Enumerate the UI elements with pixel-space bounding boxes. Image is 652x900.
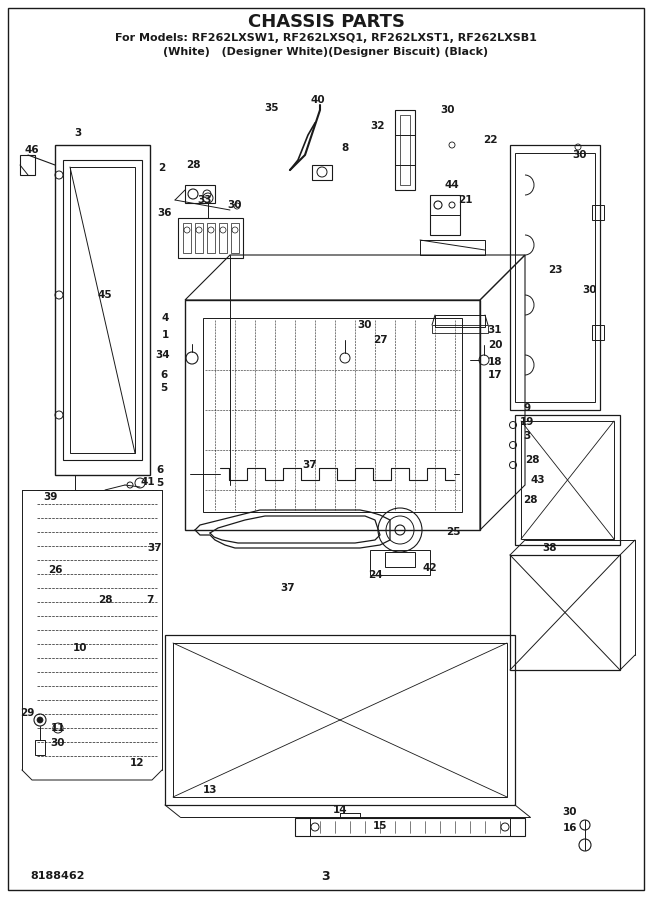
Bar xyxy=(435,315,485,327)
Bar xyxy=(55,145,150,475)
Text: 37: 37 xyxy=(281,583,295,593)
Text: 5: 5 xyxy=(160,383,168,393)
Text: 19: 19 xyxy=(520,417,534,427)
Text: 45: 45 xyxy=(98,290,112,300)
Text: 10: 10 xyxy=(73,643,87,653)
Bar xyxy=(510,555,620,670)
Bar xyxy=(185,300,480,530)
Text: 7: 7 xyxy=(146,595,154,605)
Text: 24: 24 xyxy=(368,570,382,580)
Text: 38: 38 xyxy=(542,543,557,553)
Bar xyxy=(173,643,507,797)
Text: 46: 46 xyxy=(25,145,39,155)
Text: 13: 13 xyxy=(203,785,217,795)
Text: 27: 27 xyxy=(373,335,387,345)
Bar xyxy=(35,740,45,755)
Bar xyxy=(592,205,604,220)
Text: 30: 30 xyxy=(358,320,372,330)
Text: CHASSIS PARTS: CHASSIS PARTS xyxy=(248,13,404,31)
Text: 6: 6 xyxy=(160,370,168,380)
Text: 30: 30 xyxy=(51,738,65,748)
Text: 8188462: 8188462 xyxy=(30,871,85,881)
Bar xyxy=(165,635,515,805)
Text: 26: 26 xyxy=(48,565,62,575)
Bar xyxy=(231,223,239,253)
Text: 41: 41 xyxy=(141,477,155,487)
Bar xyxy=(420,240,485,255)
Text: 25: 25 xyxy=(446,527,460,537)
Text: 30: 30 xyxy=(228,200,243,210)
Bar xyxy=(400,115,410,185)
Text: 30: 30 xyxy=(563,807,577,817)
Text: 3: 3 xyxy=(524,431,531,441)
Bar xyxy=(295,818,525,836)
Text: 40: 40 xyxy=(311,95,325,105)
Bar xyxy=(592,325,604,340)
Text: 36: 36 xyxy=(158,208,172,218)
Text: For Models: RF262LXSW1, RF262LXSQ1, RF262LXST1, RF262LXSB1: For Models: RF262LXSW1, RF262LXSQ1, RF26… xyxy=(115,33,537,43)
Text: 14: 14 xyxy=(333,805,348,815)
Text: 42: 42 xyxy=(422,563,437,573)
Text: 28: 28 xyxy=(186,160,200,170)
Text: 1: 1 xyxy=(162,330,169,340)
Bar xyxy=(521,421,614,539)
Bar xyxy=(510,145,600,410)
Bar xyxy=(20,155,35,175)
Bar xyxy=(370,550,430,575)
Text: 32: 32 xyxy=(371,121,385,131)
Text: 28: 28 xyxy=(98,595,112,605)
Text: 28: 28 xyxy=(523,495,537,505)
Bar xyxy=(183,223,191,253)
Text: 39: 39 xyxy=(43,492,57,502)
Text: 35: 35 xyxy=(265,103,279,113)
Bar xyxy=(63,160,142,460)
Bar xyxy=(432,325,488,333)
Text: 21: 21 xyxy=(458,195,472,205)
Bar xyxy=(207,223,215,253)
Bar xyxy=(203,318,462,512)
Text: 18: 18 xyxy=(488,357,502,367)
Bar xyxy=(430,195,460,235)
Text: 30: 30 xyxy=(441,105,455,115)
Text: (White)   (Designer White)(Designer Biscuit) (Black): (White) (Designer White)(Designer Biscui… xyxy=(164,47,488,57)
Bar xyxy=(219,223,227,253)
Bar xyxy=(395,110,415,190)
Circle shape xyxy=(37,717,43,723)
Text: 2: 2 xyxy=(158,163,166,173)
Text: 34: 34 xyxy=(156,350,170,360)
Bar xyxy=(178,218,243,258)
Text: 20: 20 xyxy=(488,340,502,350)
Text: 16: 16 xyxy=(563,823,577,833)
Text: 12: 12 xyxy=(130,758,144,768)
Bar xyxy=(385,552,415,567)
Text: 3: 3 xyxy=(321,869,331,883)
Text: 5: 5 xyxy=(156,478,164,488)
Text: 22: 22 xyxy=(482,135,497,145)
Text: 37: 37 xyxy=(303,460,318,470)
Bar xyxy=(312,165,332,180)
Text: 33: 33 xyxy=(198,195,213,205)
Text: 37: 37 xyxy=(148,543,162,553)
Text: 43: 43 xyxy=(531,475,545,485)
Text: 29: 29 xyxy=(20,708,34,718)
Text: 31: 31 xyxy=(488,325,502,335)
Bar xyxy=(70,167,135,453)
Bar xyxy=(195,223,203,253)
Text: 28: 28 xyxy=(525,455,539,465)
Bar xyxy=(185,185,215,203)
Text: 11: 11 xyxy=(51,723,65,733)
Text: 30: 30 xyxy=(572,150,587,160)
Text: 3: 3 xyxy=(74,128,82,138)
Text: 15: 15 xyxy=(373,821,387,831)
Text: 17: 17 xyxy=(488,370,502,380)
Bar xyxy=(515,415,620,545)
Text: 8: 8 xyxy=(342,143,349,153)
Text: 23: 23 xyxy=(548,265,562,275)
Text: 9: 9 xyxy=(524,403,531,413)
Text: 4: 4 xyxy=(161,313,169,323)
Text: 30: 30 xyxy=(583,285,597,295)
Text: 6: 6 xyxy=(156,465,164,475)
Bar xyxy=(515,153,595,402)
Text: 44: 44 xyxy=(445,180,460,190)
